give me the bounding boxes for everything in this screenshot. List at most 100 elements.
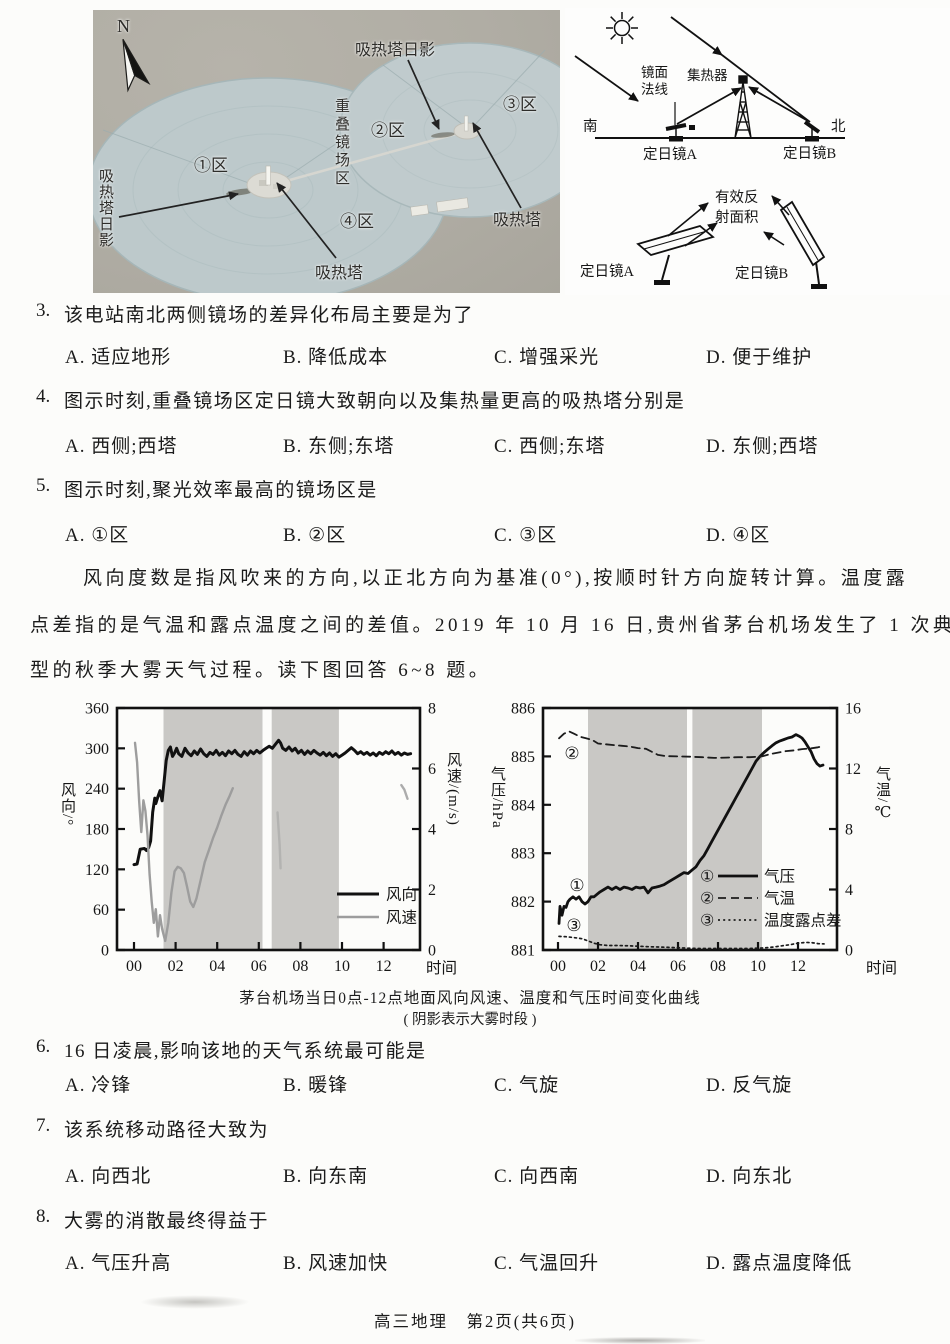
option-7-a: A. 向西北	[65, 1166, 152, 1187]
svg-text:风向: 风向	[386, 886, 417, 904]
svg-text:02: 02	[590, 958, 606, 975]
scan-smudge	[575, 1337, 705, 1344]
svg-text:16: 16	[845, 701, 861, 718]
svg-text:气压: 气压	[764, 868, 795, 886]
svg-text:300: 300	[85, 741, 109, 758]
option-5-c: C. ③区	[494, 525, 558, 546]
collector-label: 集热器	[687, 68, 728, 83]
svg-text:240: 240	[85, 781, 109, 798]
passage-line1: 风向度数是指风吹来的方向,以正北方向为基准(0°),按顺时针方向旋转计算。温度露	[83, 568, 909, 589]
svg-text:00: 00	[550, 958, 566, 975]
access-road	[278, 130, 464, 185]
series-marker: ①	[569, 876, 584, 895]
option-4-d: D. 东侧;西塔	[706, 436, 819, 457]
svg-text:06: 06	[670, 958, 686, 975]
svg-text:886: 886	[511, 701, 535, 718]
svg-text:180: 180	[85, 822, 109, 839]
svg-text:风速: 风速	[386, 909, 417, 927]
option-3-a: A. 适应地形	[65, 347, 172, 368]
sun-rays	[574, 16, 811, 125]
mirror-field-right	[339, 42, 560, 218]
option-6-b: B. 暖锋	[283, 1075, 349, 1096]
series-温度露点差	[558, 935, 825, 950]
svg-text:12: 12	[790, 958, 806, 975]
option-3-b: B. 降低成本	[283, 347, 389, 368]
figure-heliostat-diagram: 镜面法线 集热器 南 北 定日镜A 定日镜B 有效反射面积 定日镜A 定日镜B	[565, 8, 950, 295]
svg-text:882: 882	[511, 894, 535, 911]
fog-bands	[588, 708, 762, 950]
heliostat-a-graphic	[665, 123, 695, 142]
pressure-axis-title: 气压/hPa	[489, 766, 505, 829]
svg-text:08: 08	[292, 958, 308, 975]
option-4-c: C. 西侧;东塔	[494, 436, 606, 457]
svg-text:③: ③	[700, 913, 714, 930]
option-3-c: C. 增强采光	[494, 347, 600, 368]
svg-text:气温: 气温	[764, 890, 795, 908]
svg-text:②: ②	[700, 891, 714, 908]
svg-text:04: 04	[209, 958, 225, 975]
option-7-b: B. 向东南	[283, 1166, 369, 1187]
series-气温	[558, 730, 825, 759]
question-stem: 大雾的消散最终得益于	[64, 1211, 270, 1232]
time-axis-title-left-chart: 时间	[426, 960, 458, 977]
tower-label-right: 吸热塔	[493, 212, 542, 229]
time-axis-title-right-chart: 时间	[866, 960, 898, 977]
option-3-d: D. 便于维护	[706, 347, 813, 368]
figure-mirror-field-photo: N 吸热塔日影 ③区 ②区 重叠镜场区 ①区 吸热塔日影 ④区 吸热塔 吸热塔	[93, 10, 560, 293]
svg-text:0: 0	[428, 943, 436, 960]
heliostat-b-label: 定日镜B	[783, 146, 837, 162]
svg-text:04: 04	[630, 958, 646, 975]
svg-text:06: 06	[251, 958, 267, 975]
fog-bands	[163, 708, 339, 950]
option-6-a: A. 冷锋	[65, 1075, 132, 1096]
option-7-c: C. 向西南	[494, 1166, 580, 1187]
question-stem: 图示时刻,重叠镜场区定日镜大致朝向以及集热量更高的吸热塔分别是	[64, 391, 686, 412]
annotation-arrows	[118, 59, 522, 259]
zone2-label: ②区	[371, 121, 405, 140]
passage-line3: 型的秋季大雾天气过程。读下图回答 6~8 题。	[30, 660, 492, 681]
compass-icon	[122, 38, 151, 93]
question-stem: 16 日凌晨,影响该地的天气系统最可能是	[64, 1041, 427, 1062]
question-number: 6.	[36, 1036, 51, 1057]
svg-text:8: 8	[428, 701, 436, 718]
mirror-field-graphic	[93, 38, 560, 293]
svg-text:10: 10	[334, 958, 350, 975]
option-6-c: C. 气旋	[494, 1075, 560, 1096]
reflected-ray-b	[748, 86, 809, 122]
shadow-label-top: 吸热塔日影	[355, 42, 436, 59]
passage-line2: 点差指的是气温和露点温度之间的差值。2019 年 10 月 16 日,贵州省茅台…	[30, 615, 950, 636]
svg-text:02: 02	[168, 958, 184, 975]
heliostat-a-3d	[636, 202, 718, 285]
mirror-normal-label: 镜面法线	[641, 65, 668, 97]
reflected-ray-a	[676, 87, 742, 125]
svg-text:00: 00	[126, 958, 142, 975]
svg-text:883: 883	[511, 846, 535, 863]
temperature-axis-title: 气温/℃	[874, 766, 890, 823]
question-number: 7.	[36, 1115, 51, 1136]
wind-speed-axis-title: 风速/(m/s)	[445, 752, 461, 826]
svg-text:2: 2	[428, 882, 436, 899]
series-marker: ③	[566, 916, 581, 935]
svg-text:360: 360	[85, 701, 109, 718]
option-8-d: D. 露点温度降低	[706, 1253, 853, 1274]
option-8-a: A. 气压升高	[65, 1253, 172, 1274]
option-6-d: D. 反气旋	[706, 1075, 793, 1096]
question-stem: 该电站南北两侧镜场的差异化布局主要是为了	[64, 305, 475, 326]
heliostat-a-bottom-label: 定日镜A	[580, 264, 634, 280]
question-number: 3.	[36, 300, 51, 321]
svg-text:120: 120	[85, 862, 109, 879]
chart-legend: 风向风速	[337, 886, 417, 927]
svg-text:60: 60	[93, 902, 109, 919]
svg-text:885: 885	[511, 749, 535, 766]
option-8-b: B. 风速加快	[283, 1253, 389, 1274]
option-8-c: C. 气温回升	[494, 1253, 600, 1274]
svg-text:884: 884	[511, 797, 535, 814]
question-number: 4.	[36, 386, 51, 407]
heliostat-graphic	[574, 12, 845, 289]
svg-text:12: 12	[376, 958, 392, 975]
svg-text:0: 0	[845, 943, 853, 960]
